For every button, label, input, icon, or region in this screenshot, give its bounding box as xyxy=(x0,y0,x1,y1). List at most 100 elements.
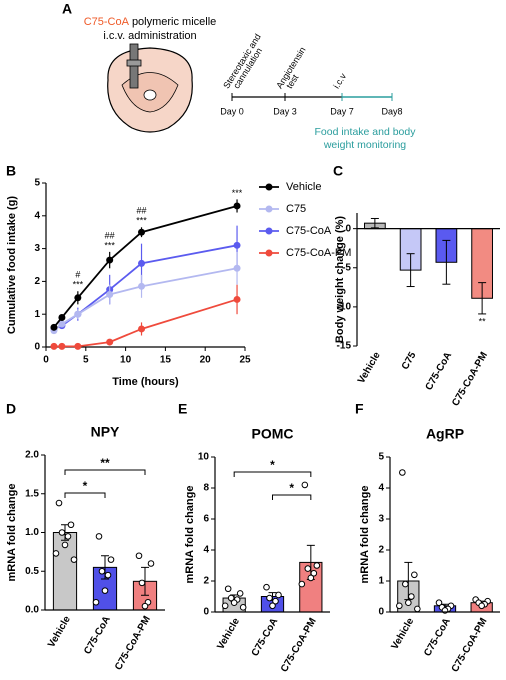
data-point xyxy=(138,579,146,587)
legend-marker xyxy=(265,183,273,191)
data-point xyxy=(402,580,409,588)
data-point xyxy=(307,574,315,582)
x-tick-label: Vehicle xyxy=(215,616,242,652)
y-tick-label: 0.5 xyxy=(25,566,39,577)
timeline-event: i.c.v xyxy=(331,71,348,90)
data-point xyxy=(141,602,149,610)
x-tick-label: C75-CoA xyxy=(422,616,453,658)
point xyxy=(138,325,146,333)
data-point xyxy=(104,571,112,579)
y-axis-label: Cumulative food intake (g) xyxy=(6,196,18,334)
point xyxy=(50,342,58,350)
data-point xyxy=(399,469,406,476)
point xyxy=(58,342,66,350)
y-tick-label: 1.0 xyxy=(25,527,39,538)
point xyxy=(74,294,82,302)
timeline-day: Day 3 xyxy=(273,106,297,116)
y-axis-label: Body weight change (%) xyxy=(334,216,346,343)
y-tick-label: 4 xyxy=(203,545,209,556)
significance: ## xyxy=(137,206,147,216)
data-point xyxy=(414,605,421,613)
data-point xyxy=(411,571,418,579)
chart-title: NPY xyxy=(91,424,120,440)
comparison-label: * xyxy=(83,479,88,493)
series-line xyxy=(53,298,238,348)
point xyxy=(58,320,66,328)
x-tick-label: 10 xyxy=(120,355,132,366)
data-point xyxy=(147,560,155,567)
data-point xyxy=(52,550,60,557)
data-point xyxy=(101,587,109,594)
comparison-label: ** xyxy=(100,456,110,470)
data-point xyxy=(70,556,78,563)
y-tick-label: 3 xyxy=(34,243,40,254)
data-point xyxy=(310,569,318,577)
y-tick-label: 0 xyxy=(34,342,40,353)
data-point xyxy=(67,521,75,529)
x-tick-label: Vehicle xyxy=(356,350,383,386)
y-axis-label: mRNA fold change xyxy=(359,486,371,584)
y-tick-label: 5 xyxy=(378,452,384,463)
timeline-day: Day8 xyxy=(381,106,402,116)
data-point xyxy=(92,598,100,606)
point xyxy=(138,282,146,290)
data-point xyxy=(478,602,485,610)
x-tick-label: C75-CoA-PM xyxy=(450,350,490,408)
panel-letter: B xyxy=(6,163,16,179)
comparison-label: * xyxy=(270,458,275,472)
point xyxy=(138,259,146,267)
data-point xyxy=(275,591,282,599)
panel-a-subtitle: i.c.v. administration xyxy=(103,30,196,42)
panel-letter: A xyxy=(62,1,72,17)
data-point xyxy=(396,602,403,610)
data-point xyxy=(405,599,412,607)
x-tick-label: C75-CoA xyxy=(424,350,455,392)
legend-label: C75-CoA-PM xyxy=(286,247,351,259)
data-point xyxy=(239,604,247,611)
data-point xyxy=(313,562,321,569)
panel-a: A C75-CoA polymeric micelle i.c.v. admini… xyxy=(62,1,416,151)
y-tick-label: 2 xyxy=(34,276,40,287)
y-tick-label: 0 xyxy=(345,223,351,234)
legend-marker xyxy=(265,249,273,257)
x-tick-label: 5 xyxy=(83,355,89,366)
timeline-day: Day 0 xyxy=(220,106,244,116)
y-tick-label: -10 xyxy=(337,302,352,313)
panel-a-title: C75-CoA polymeric micelle xyxy=(84,16,217,28)
x-tick-label: C75 xyxy=(400,350,419,372)
data-point xyxy=(224,585,232,593)
y-tick-label: 0 xyxy=(378,607,384,618)
x-tick-label: C75-CoA-PM xyxy=(113,614,153,672)
point xyxy=(106,291,114,299)
legend-label: C75 xyxy=(286,203,306,215)
x-tick-label: C75-CoA xyxy=(82,614,113,656)
panel-letter: F xyxy=(355,401,364,417)
panel-letter: D xyxy=(6,401,16,417)
data-point xyxy=(304,565,312,572)
x-axis-label: Time (hours) xyxy=(112,376,179,388)
legend-label: Vehicle xyxy=(286,181,321,193)
y-tick-label: 0.0 xyxy=(25,605,39,616)
y-tick-label: 1 xyxy=(34,309,40,320)
x-tick-label: 0 xyxy=(43,355,49,366)
x-tick-label: 15 xyxy=(160,355,172,366)
x-tick-label: C75-CoA xyxy=(250,616,281,658)
series-line xyxy=(53,267,238,332)
legend-marker xyxy=(265,205,273,213)
data-point xyxy=(55,499,63,507)
data-point xyxy=(435,599,443,607)
data-point xyxy=(227,594,235,602)
x-tick-label: Vehicle xyxy=(46,614,73,650)
point xyxy=(233,202,241,210)
data-point xyxy=(272,597,279,605)
x-tick-label: C75-CoA-PM xyxy=(279,616,319,674)
timeline-note: Food intake and body xyxy=(315,126,417,138)
significance: *** xyxy=(104,240,115,250)
y-tick-label: 2 xyxy=(203,576,209,587)
point xyxy=(50,323,58,331)
panel-0: B Cumulative food intake (g) 0 1 2 3 4 5 0 5 10 15 2… xyxy=(6,163,352,388)
point xyxy=(138,228,146,236)
timeline-day: Day 7 xyxy=(330,106,354,116)
